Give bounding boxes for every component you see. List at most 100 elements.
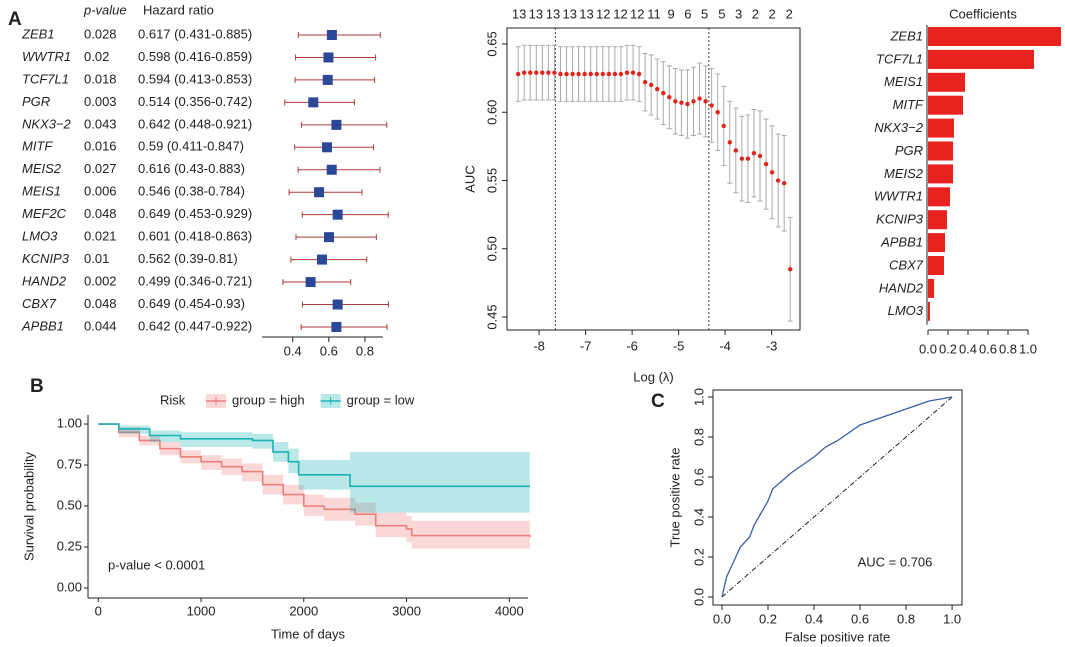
auc-point [630, 70, 636, 75]
plot-frame [506, 27, 801, 331]
auc-point [691, 99, 696, 104]
gene-label: MITF [22, 139, 53, 154]
x-tick-label: 1.0 [1019, 341, 1037, 356]
hr-point [316, 254, 327, 265]
x-tick-label: 0.8 [999, 341, 1017, 356]
auc-point [515, 71, 521, 77]
auc-point [655, 86, 660, 92]
auc-point [552, 70, 557, 75]
hazard-ratio: 0.562 (0.39-0.81) [138, 251, 238, 266]
auc-point [612, 71, 618, 77]
auc-point [528, 70, 533, 75]
p-value: 0.003 [84, 94, 117, 109]
p-value: 0.02 [84, 49, 109, 64]
bar [928, 187, 950, 207]
gene-label: NKX3−2 [22, 116, 72, 131]
auc-point [558, 71, 563, 77]
hazard-ratio: 0.514 (0.356-0.742) [138, 94, 252, 109]
auc-point [600, 71, 606, 77]
x-axis-label: Time of days [271, 626, 345, 641]
legend-label: group = high [232, 392, 305, 407]
auc-point [648, 82, 654, 88]
x-tick-label: 4000 [495, 603, 524, 618]
auc-point [745, 156, 751, 161]
hazard-ratio: 0.598 (0.416-0.859) [138, 49, 252, 64]
x-tick-label: 0.6 [851, 611, 869, 626]
y-tick-label: 0.2 [691, 548, 706, 566]
y-axis-label: Survival probability [21, 451, 36, 561]
gene-label: LMO3 [22, 229, 58, 244]
p-value: 0.044 [84, 318, 117, 333]
auc-point [540, 70, 545, 75]
x-tick-label: 0.8 [897, 611, 915, 626]
auc-point [570, 71, 575, 77]
auc-point [715, 110, 720, 115]
auc-point [739, 156, 745, 161]
bar [928, 278, 934, 298]
auc-point [642, 80, 648, 85]
top-tick-label: 11 [647, 6, 661, 21]
gene-label: PGR [22, 94, 50, 109]
x-tick-label: -8 [533, 338, 545, 353]
y-tick-label: 0.25 [57, 538, 82, 553]
y-tick-label: 0.8 [691, 428, 706, 446]
top-tick-label: 5 [701, 6, 708, 21]
auc-point [576, 71, 581, 77]
bar [928, 49, 1034, 69]
y-tick-label: 1.00 [57, 415, 82, 430]
p-value: 0.027 [84, 161, 117, 176]
plot-frame [712, 389, 963, 606]
auc-point [588, 71, 593, 77]
p-value: 0.021 [84, 229, 117, 244]
hazard-ratio: 0.594 (0.413-0.853) [138, 71, 252, 86]
top-tick-label: 13 [529, 6, 543, 21]
gene-label: ZEB1 [21, 26, 55, 41]
auc-point [673, 99, 678, 104]
y-tick-label: 0.50 [484, 236, 499, 261]
bar-label: MEIS2 [884, 166, 924, 181]
bar-label: APBB1 [880, 235, 923, 250]
auc-point [697, 96, 702, 101]
top-tick-label: 6 [684, 6, 691, 21]
y-tick-label: 0.65 [484, 31, 499, 56]
column-header: Hazard ratio [143, 2, 214, 17]
x-tick-label: 0.4 [805, 611, 823, 626]
p-value: 0.01 [84, 251, 109, 266]
y-tick-label: 0.6 [691, 468, 706, 486]
bar [928, 233, 945, 253]
hr-point [331, 119, 342, 130]
top-tick-label: 9 [668, 6, 675, 21]
auc-point [606, 71, 612, 77]
hr-point [332, 209, 343, 220]
auc-point [751, 150, 757, 156]
top-tick-label: 2 [786, 6, 793, 21]
p-value: 0.028 [84, 26, 117, 41]
bar [928, 95, 963, 115]
y-axis-label: True positive rate [667, 448, 682, 548]
annotation: p-value < 0.0001 [108, 557, 205, 572]
auc-point [757, 153, 763, 159]
gene-label: HAND2 [22, 273, 67, 288]
auc-point [727, 140, 732, 145]
y-tick-label: 0.45 [484, 304, 499, 329]
x-tick-label: 0.4 [284, 343, 302, 358]
panel-label: B [30, 376, 44, 397]
panel-label: A [8, 9, 22, 30]
bar [928, 27, 1061, 46]
auc-point [788, 267, 793, 272]
top-tick-label: 2 [752, 6, 759, 21]
bar-label: WWTR1 [874, 189, 923, 204]
gene-label: TCF7L1 [22, 71, 69, 86]
y-tick-label: 0.0 [691, 588, 706, 606]
x-tick-label: 3000 [392, 603, 421, 618]
gene-label: WWTR1 [22, 49, 71, 64]
hr-point [326, 164, 337, 175]
gene-label: MEF2C [22, 206, 67, 221]
legend-label: group = low [347, 392, 415, 407]
auc-point [564, 71, 569, 77]
top-tick-label: 3 [735, 6, 742, 21]
roc-curve [721, 396, 953, 598]
auc-point [733, 148, 739, 153]
x-tick-label: 1.0 [943, 611, 961, 626]
hr-point [322, 74, 333, 85]
